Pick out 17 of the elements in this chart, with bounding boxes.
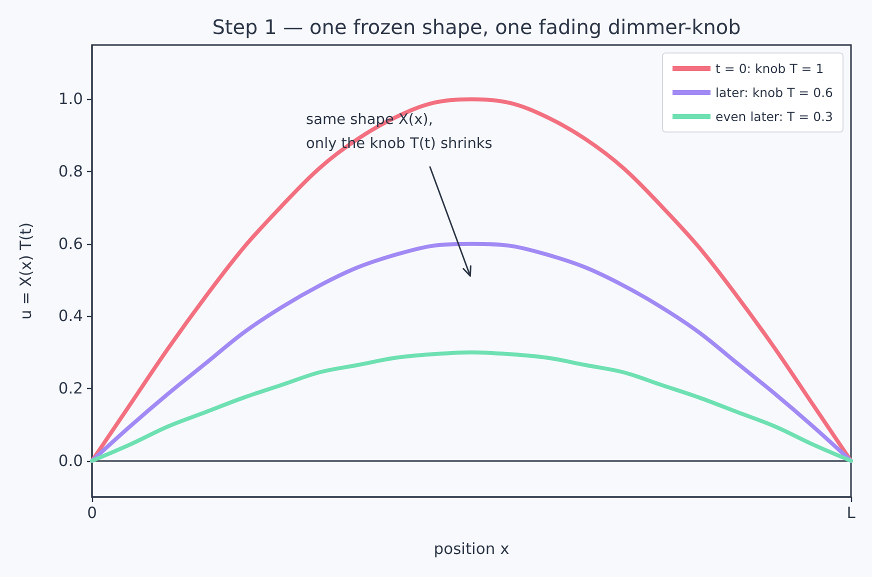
y-tick-label: 0.4 — [58, 307, 83, 326]
x-axis-title: position x — [434, 540, 510, 558]
y-axis-title: u = X(x) T(t) — [17, 222, 35, 320]
x-tick-label: 0 — [87, 504, 97, 522]
y-tick-label: 0.2 — [58, 380, 83, 398]
x-tick-label: L — [846, 504, 856, 522]
y-tick-label: 0.0 — [58, 452, 83, 470]
y-tick-label: 0.8 — [58, 162, 83, 181]
line-series — [90, 350, 853, 463]
legend-label: t = 0: knob T = 1 — [716, 61, 824, 76]
line-series — [90, 242, 853, 463]
y-tick-label: 0.6 — [58, 234, 83, 253]
line-series — [90, 97, 853, 463]
legend-label: later: knob T = 0.6 — [716, 85, 834, 100]
legend-label: even later: T = 0.3 — [716, 109, 833, 124]
y-tick-label: 1.0 — [58, 90, 83, 108]
chart-title: Step 1 — one frozen shape, one fading dimmer-knob — [212, 15, 741, 39]
